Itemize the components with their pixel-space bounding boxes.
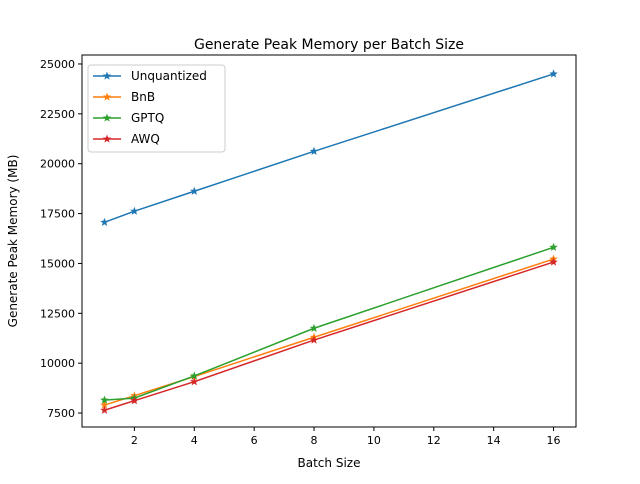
legend-marker	[102, 71, 112, 80]
x-tick-label: 10	[367, 434, 381, 447]
series-gptq	[100, 242, 558, 404]
legend-marker	[102, 92, 112, 101]
series-awq	[100, 257, 558, 414]
y-tick-label: 20000	[40, 158, 75, 171]
data-point-unquantized	[100, 217, 109, 226]
series-unquantized	[100, 69, 558, 226]
chart-title: Generate Peak Memory per Batch Size	[194, 37, 464, 53]
legend-label: BnB	[131, 90, 155, 104]
x-tick-label: 2	[131, 434, 138, 447]
legend-label: GPTQ	[131, 111, 164, 125]
legend-marker	[102, 134, 112, 143]
series-line-gptq	[104, 246, 554, 401]
data-point-awq	[549, 257, 558, 266]
data-point-gptq	[100, 395, 109, 404]
data-point-awq	[190, 377, 199, 386]
x-axis-label: Batch Size	[298, 456, 361, 470]
x-tick-label: 16	[547, 434, 561, 447]
y-tick-label: 25000	[40, 58, 75, 71]
data-point-bnb	[100, 400, 109, 409]
y-tick-label: 7500	[47, 407, 75, 420]
x-tick-label: 12	[427, 434, 441, 447]
data-point-gptq	[309, 323, 319, 332]
plot-frame	[81, 54, 577, 428]
series-line-awq	[104, 261, 554, 411]
data-point-unquantized	[190, 186, 199, 195]
y-tick-label: 22500	[40, 108, 75, 121]
y-tick-label: 10000	[40, 357, 75, 370]
data-point-gptq	[190, 371, 199, 380]
legend-box	[87, 64, 226, 153]
x-tick-label: 4	[191, 434, 198, 447]
data-point-awq	[130, 396, 139, 405]
y-tick-label: 17500	[40, 208, 75, 221]
data-point-unquantized	[309, 146, 319, 155]
x-tick-label: 6	[251, 434, 258, 447]
data-point-unquantized	[549, 69, 558, 78]
data-point-awq	[100, 405, 109, 414]
legend: Unquantized BnB GPTQ AWQ	[87, 64, 226, 153]
y-tick-label: 12500	[40, 307, 75, 320]
x-tick-label: 14	[487, 434, 501, 447]
data-point-unquantized	[130, 206, 139, 215]
legend-label: AWQ	[131, 132, 160, 146]
data-point-gptq	[549, 242, 558, 251]
y-tick-label: 15000	[40, 257, 75, 270]
legend-label: Unquantized	[131, 69, 207, 83]
legend-marker	[102, 113, 112, 122]
y-axis-label: Generate Peak Memory (MB)	[6, 155, 20, 328]
data-point-awq	[309, 335, 319, 344]
x-tick-label: 8	[311, 434, 318, 447]
series-line-bnb	[104, 258, 554, 406]
